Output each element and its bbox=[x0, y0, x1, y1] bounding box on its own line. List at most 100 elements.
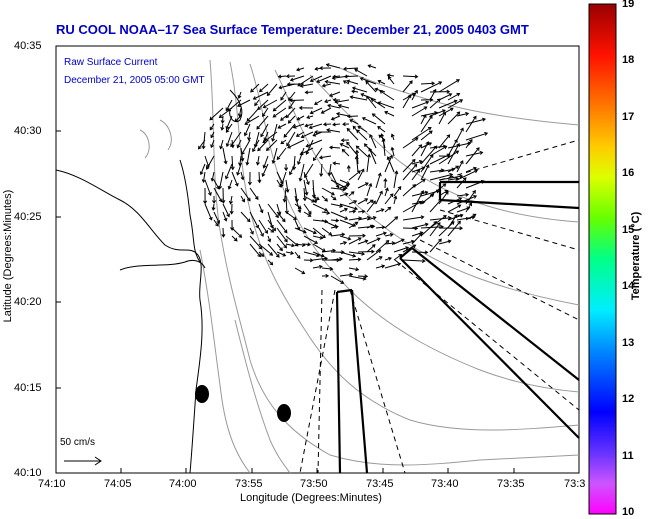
current-vector bbox=[369, 134, 377, 149]
current-vector bbox=[420, 145, 437, 165]
current-vector-head bbox=[236, 144, 241, 149]
current-vector-head bbox=[271, 138, 276, 142]
current-vector-head bbox=[366, 153, 371, 158]
current-vector bbox=[276, 203, 281, 215]
current-vector bbox=[429, 217, 451, 221]
current-vector-head bbox=[279, 247, 283, 252]
current-vector bbox=[393, 254, 402, 261]
current-vector bbox=[321, 249, 336, 253]
current-vector bbox=[296, 67, 305, 71]
current-vector-head bbox=[441, 109, 446, 113]
current-vector-head bbox=[456, 142, 460, 147]
current-vector-head bbox=[316, 79, 320, 83]
current-vector-head bbox=[423, 106, 428, 110]
current-vector bbox=[267, 219, 276, 231]
current-vector bbox=[465, 116, 477, 133]
current-vector bbox=[339, 203, 358, 210]
current-vector-head bbox=[319, 235, 324, 240]
current-vector bbox=[330, 203, 343, 207]
current-vector bbox=[249, 235, 262, 250]
current-vector-head bbox=[307, 213, 312, 217]
current-vector-head bbox=[412, 184, 417, 188]
current-vector-head bbox=[322, 234, 326, 239]
current-vector bbox=[465, 202, 472, 213]
current-vector-head bbox=[241, 198, 245, 203]
current-legend: Raw Surface Current December 21, 2005 05… bbox=[64, 54, 205, 90]
current-vector-head bbox=[397, 262, 402, 267]
current-vector bbox=[411, 251, 428, 253]
current-vector bbox=[296, 115, 305, 121]
current-vector bbox=[411, 169, 420, 181]
current-vector bbox=[300, 147, 314, 155]
current-vector-head bbox=[332, 161, 337, 166]
current-vector-head bbox=[433, 145, 438, 150]
current-vector-head bbox=[428, 130, 433, 135]
current-vector-head bbox=[304, 123, 309, 128]
current-vector-head bbox=[340, 138, 345, 143]
current-vector-head bbox=[380, 133, 385, 138]
current-vector-head bbox=[324, 207, 329, 212]
current-vector-head bbox=[430, 193, 435, 198]
current-vector bbox=[240, 195, 245, 202]
current-vector-head bbox=[386, 156, 391, 160]
current-vector-head bbox=[296, 116, 301, 121]
current-vector bbox=[411, 101, 429, 109]
current-vector-head bbox=[299, 151, 304, 156]
current-vector-head bbox=[282, 252, 287, 257]
current-vector-head bbox=[367, 64, 372, 69]
current-vector bbox=[257, 139, 269, 151]
current-vector bbox=[249, 243, 261, 257]
colorbar-tick-label: 15 bbox=[622, 224, 635, 236]
current-vector-head bbox=[311, 198, 316, 203]
current-vector-head bbox=[230, 227, 235, 231]
current-vector-head bbox=[341, 232, 346, 237]
current-vector bbox=[465, 190, 476, 205]
current-vector-head bbox=[287, 119, 292, 124]
current-vector bbox=[312, 203, 328, 212]
current-vector-head bbox=[339, 203, 344, 208]
current-vector bbox=[411, 223, 429, 229]
current-vector bbox=[378, 101, 395, 109]
current-vector bbox=[377, 126, 386, 133]
current-vector bbox=[312, 251, 325, 257]
current-vector bbox=[368, 148, 377, 165]
current-vector bbox=[329, 91, 341, 97]
current-vector-head bbox=[446, 134, 451, 138]
current-vector bbox=[285, 179, 289, 193]
current-vector bbox=[254, 131, 260, 148]
current-vector-head bbox=[209, 116, 214, 121]
current-vector-head bbox=[302, 229, 307, 234]
current-vector-head bbox=[405, 246, 410, 251]
current-vector-head bbox=[234, 182, 239, 187]
current-vector bbox=[285, 107, 296, 118]
current-vector bbox=[288, 99, 296, 109]
current-vector-head bbox=[216, 185, 220, 190]
current-vector-head bbox=[262, 104, 267, 109]
current-vector bbox=[420, 112, 438, 117]
current-vector-head bbox=[328, 145, 333, 150]
current-vector-head bbox=[199, 171, 204, 176]
current-vector bbox=[253, 91, 269, 100]
current-vector-head bbox=[447, 215, 452, 220]
current-vector bbox=[429, 222, 441, 237]
current-vector-head bbox=[225, 125, 230, 130]
current-vector-head bbox=[255, 224, 259, 229]
current-vector bbox=[206, 155, 215, 170]
current-vector-head bbox=[449, 172, 454, 177]
current-vector-head bbox=[339, 257, 344, 262]
current-vector bbox=[221, 123, 224, 130]
current-vector bbox=[303, 251, 320, 257]
current-vector bbox=[366, 183, 372, 197]
current-vector bbox=[213, 187, 223, 202]
current-vector bbox=[339, 208, 348, 213]
current-vector bbox=[240, 211, 251, 222]
current-vector bbox=[384, 193, 394, 205]
current-vector-head bbox=[223, 217, 228, 222]
current-vector bbox=[272, 123, 278, 142]
current-vector-head bbox=[312, 157, 317, 162]
current-vector-head bbox=[225, 143, 230, 148]
scale-label: 50 cm/s bbox=[60, 437, 96, 448]
current-vector-head bbox=[371, 244, 376, 248]
current-vector bbox=[350, 96, 368, 101]
current-vector-head bbox=[335, 112, 340, 117]
